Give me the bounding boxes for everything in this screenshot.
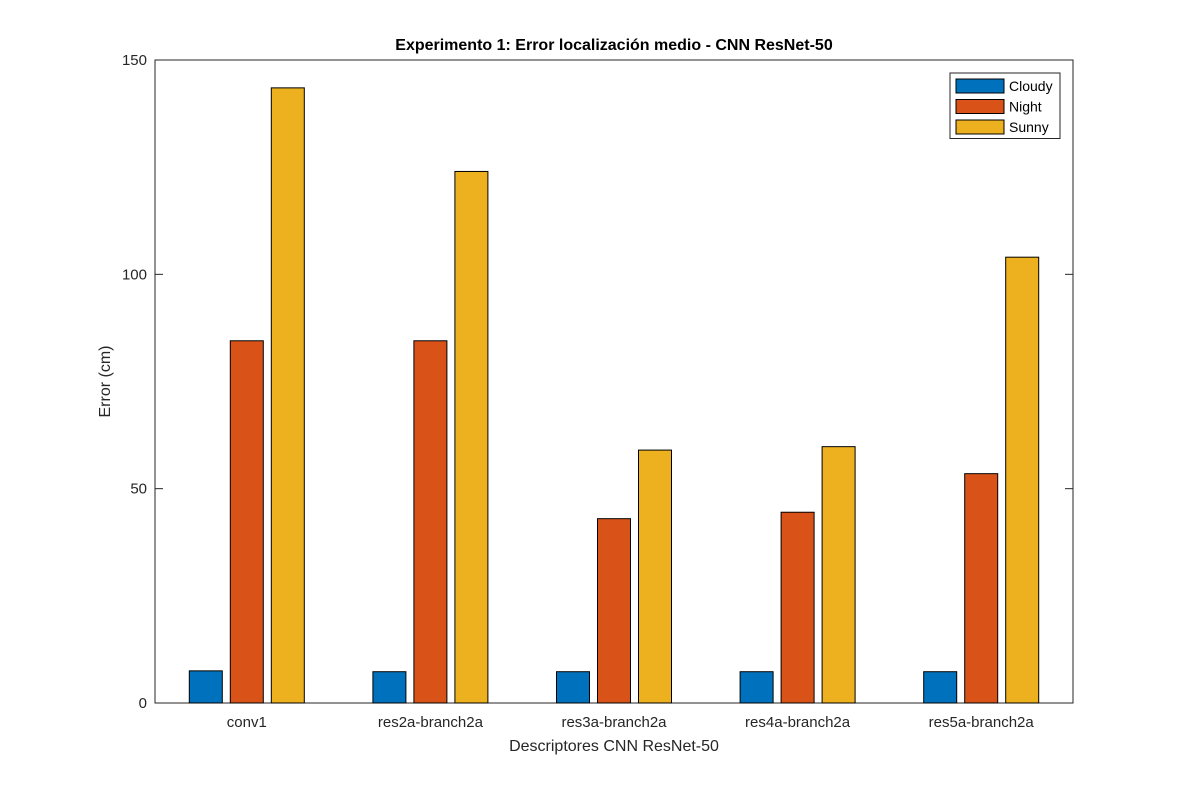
y-axis: 0 50 100 150 xyxy=(122,52,1073,712)
x-axis-label: Descriptores CNN ResNet-50 xyxy=(509,738,719,755)
y-axis-label: Error (cm) xyxy=(97,346,114,418)
bar-sunny xyxy=(270,87,305,704)
x-tick-label: res5a-branch2a xyxy=(929,714,1035,731)
bar-night xyxy=(964,473,999,704)
bar-cloudy xyxy=(188,670,223,704)
y-tick-label: 0 xyxy=(139,695,147,712)
bar-sunny xyxy=(638,449,672,704)
y-tick-label: 100 xyxy=(122,266,147,283)
bar-night xyxy=(597,518,631,704)
y-tick-label: 50 xyxy=(130,481,147,498)
bar-cloudy xyxy=(372,671,407,704)
legend-label: Night xyxy=(1009,99,1042,115)
bar-sunny xyxy=(1005,256,1040,704)
x-tick-label: res4a-branch2a xyxy=(745,714,851,731)
bar-night xyxy=(413,340,448,704)
bar-cloudy xyxy=(739,671,774,704)
bar-night xyxy=(229,340,264,704)
x-tick-label: conv1 xyxy=(227,714,267,731)
bar-cloudy xyxy=(556,671,590,704)
legend-label: Cloudy xyxy=(1009,78,1053,94)
bar-series xyxy=(188,87,1040,704)
legend-swatch xyxy=(955,99,1005,114)
x-tick-label: res2a-branch2a xyxy=(378,714,484,731)
bar-night xyxy=(780,511,815,704)
legend-swatch xyxy=(955,78,1005,94)
x-axis: conv1 res2a-branch2a res3a-branch2a res4a-b… xyxy=(227,695,1035,731)
bar-cloudy xyxy=(923,671,958,704)
y-tick-label: 150 xyxy=(122,52,147,69)
bar-sunny xyxy=(821,446,856,704)
chart-title: Experimento 1: Error localización medio … xyxy=(395,37,833,54)
bar-sunny xyxy=(454,170,489,704)
legend: Cloudy Night Sunny xyxy=(949,72,1061,139)
legend-label: Sunny xyxy=(1009,119,1049,135)
x-tick-label: res3a-branch2a xyxy=(561,714,667,731)
legend-swatch xyxy=(955,119,1005,135)
